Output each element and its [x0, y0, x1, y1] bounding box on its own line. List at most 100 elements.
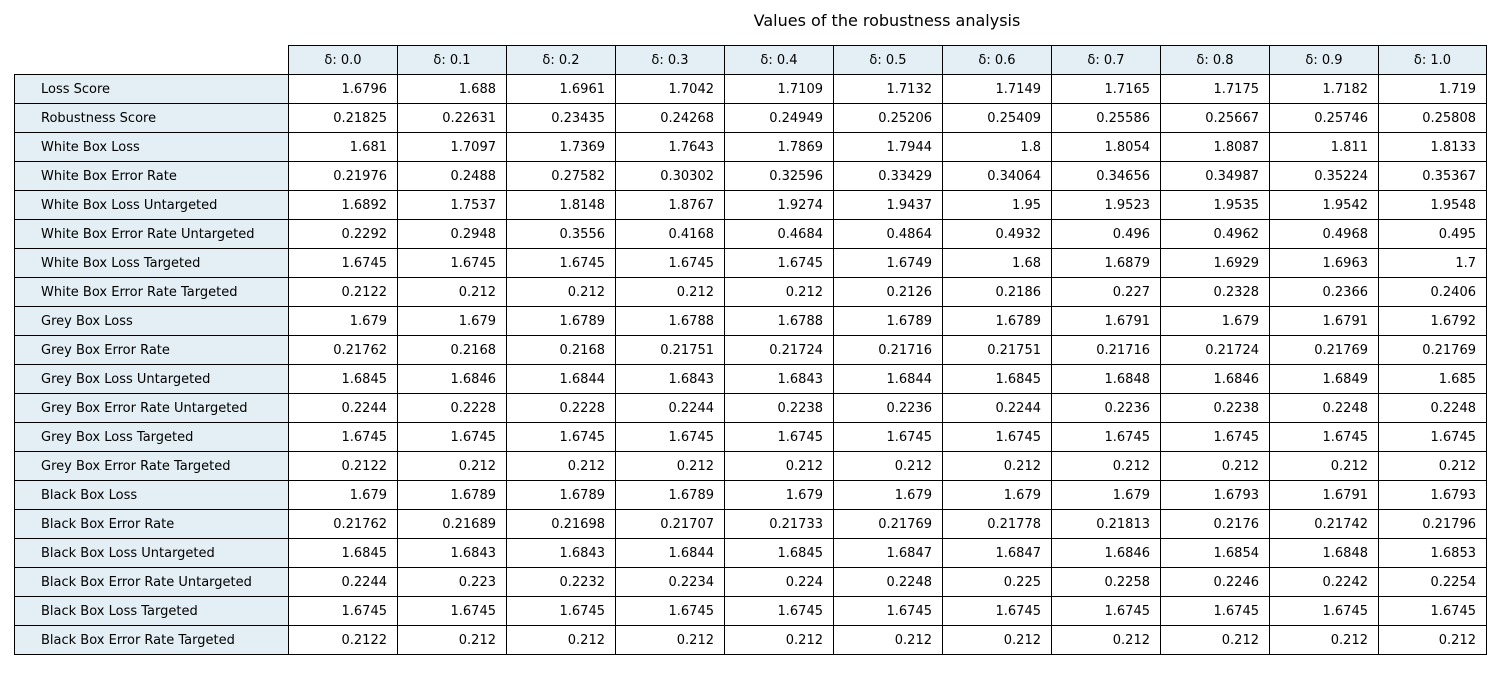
table-cell: 0.34064	[942, 161, 1052, 191]
table-cell: 0.21825	[288, 103, 398, 133]
table-cell: 1.9274	[724, 190, 834, 220]
table-cell: 0.212	[397, 451, 507, 481]
table-cell: 1.6789	[942, 306, 1052, 336]
table-cell: 0.21751	[942, 335, 1052, 365]
column-header: δ: 0.9	[1269, 45, 1379, 75]
table-cell: 0.4684	[724, 219, 834, 249]
table-cell: 1.6793	[1378, 480, 1487, 510]
table-cell: 0.21796	[1378, 509, 1487, 539]
table-cell: 0.2238	[1160, 393, 1270, 423]
table-cell: 0.33429	[833, 161, 943, 191]
table-cell: 1.6848	[1269, 538, 1379, 568]
table-cell: 1.6793	[1160, 480, 1270, 510]
table-cell: 0.4962	[1160, 219, 1270, 249]
table-cell: 1.6745	[1378, 422, 1487, 452]
table-cell: 1.6745	[833, 596, 943, 626]
table-cell: 1.6789	[506, 306, 616, 336]
table-cell: 1.6745	[397, 248, 507, 278]
table-cell: 0.2122	[288, 451, 398, 481]
row-label: Grey Box Error Rate Untargeted	[14, 393, 289, 423]
table-row: White Box Error Rate Untargeted 0.2292 0.2…	[14, 219, 1487, 249]
table-cell: 1.6789	[397, 480, 507, 510]
table-cell: 0.25808	[1378, 103, 1487, 133]
table-cell: 0.2248	[1269, 393, 1379, 423]
table-cell: 0.224	[724, 567, 834, 597]
table-cell: 0.21698	[506, 509, 616, 539]
table-row: Grey Box Loss Targeted 1.6745 1.6745 1.6745…	[14, 422, 1487, 452]
column-header: δ: 0.3	[615, 45, 725, 75]
table-row: Black Box Loss Untargeted 1.6845 1.6843 1.6…	[14, 538, 1487, 568]
table-row: Grey Box Error Rate 0.21762 0.2168 0.2168 0.…	[14, 335, 1487, 365]
table-cell: 1.7537	[397, 190, 507, 220]
table-cell: 1.6745	[615, 248, 725, 278]
row-label: White Box Loss	[14, 132, 289, 162]
table-cell: 1.6847	[833, 538, 943, 568]
table-cell: 0.2186	[942, 277, 1052, 307]
table-cell: 1.6745	[397, 422, 507, 452]
table-row: Black Box Loss 1.679 1.6789 1.6789 1.6789 1.6…	[14, 480, 1487, 510]
table-cell: 1.6789	[833, 306, 943, 336]
table-cell: 0.2122	[288, 277, 398, 307]
table-cell: 0.21742	[1269, 509, 1379, 539]
table-cell: 0.212	[1160, 625, 1270, 655]
table-cell: 1.7643	[615, 132, 725, 162]
row-label: White Box Loss Targeted	[14, 248, 289, 278]
table-cell: 1.7097	[397, 132, 507, 162]
table-cell: 0.212	[724, 277, 834, 307]
table-cell: 1.6846	[397, 364, 507, 394]
table-cell: 0.21769	[1269, 335, 1379, 365]
table-cell: 1.6745	[1160, 596, 1270, 626]
row-label: Grey Box Error Rate Targeted	[14, 451, 289, 481]
table-cell: 1.719	[1378, 74, 1487, 104]
column-header: δ: 0.4	[724, 45, 834, 75]
table-cell: 1.6791	[1051, 306, 1161, 336]
table-cell: 0.212	[724, 451, 834, 481]
table-cell: 0.30302	[615, 161, 725, 191]
row-label: Grey Box Loss Targeted	[14, 422, 289, 452]
table-cell: 0.212	[615, 625, 725, 655]
table-cell: 1.6745	[1160, 422, 1270, 452]
table-cell: 1.6745	[1269, 596, 1379, 626]
table-cell: 1.6791	[1269, 306, 1379, 336]
table-cell: 1.6745	[397, 596, 507, 626]
row-label: Black Box Error Rate	[14, 509, 289, 539]
table-cell: 1.6849	[1269, 364, 1379, 394]
table-row: White Box Loss Targeted 1.6745 1.6745 1.674…	[14, 248, 1487, 278]
table-cell: 1.7132	[833, 74, 943, 104]
table-row: White Box Loss Untargeted 1.6892 1.7537 1.8…	[14, 190, 1487, 220]
table-cell: 1.679	[724, 480, 834, 510]
row-label: Loss Score	[14, 74, 289, 104]
table-header: δ: 0.0 δ: 0.1 δ: 0.2 δ: 0.3 δ: 0.4 δ: 0.5 δ: 0…	[15, 45, 1487, 75]
row-label: Robustness Score	[14, 103, 289, 133]
table-cell: 0.2126	[833, 277, 943, 307]
table-cell: 1.6846	[1051, 538, 1161, 568]
table-cell: 0.35367	[1378, 161, 1487, 191]
table-cell: 0.495	[1378, 219, 1487, 249]
table-row: White Box Error Rate Targeted 0.2122 0.212…	[14, 277, 1487, 307]
table-row: Robustness Score 0.21825 0.22631 0.23435 0.2…	[14, 103, 1487, 133]
table-cell: 0.21769	[833, 509, 943, 539]
table-cell: 0.23435	[506, 103, 616, 133]
table-cell: 1.6791	[1269, 480, 1379, 510]
table-cell: 0.2122	[288, 625, 398, 655]
table-cell: 1.6788	[724, 306, 834, 336]
row-label: Black Box Error Rate Targeted	[14, 625, 289, 655]
table-row: White Box Error Rate 0.21976 0.2488 0.27582…	[14, 161, 1487, 191]
table-cell: 0.32596	[724, 161, 834, 191]
table-cell: 0.212	[833, 451, 943, 481]
table-cell: 1.6745	[942, 596, 1052, 626]
row-label: Grey Box Error Rate	[14, 335, 289, 365]
table-cell: 0.2232	[506, 567, 616, 597]
table-cell: 0.212	[506, 625, 616, 655]
table-cell: 1.6843	[724, 364, 834, 394]
table-cell: 0.21813	[1051, 509, 1161, 539]
table-cell: 0.4968	[1269, 219, 1379, 249]
table-cell: 0.24949	[724, 103, 834, 133]
table-cell: 1.679	[942, 480, 1052, 510]
table-cell: 1.6745	[506, 248, 616, 278]
table-cell: 0.21707	[615, 509, 725, 539]
table-cell: 0.212	[1269, 451, 1379, 481]
table-cell: 0.2176	[1160, 509, 1270, 539]
table-cell: 1.7369	[506, 132, 616, 162]
table-cell: 1.7869	[724, 132, 834, 162]
